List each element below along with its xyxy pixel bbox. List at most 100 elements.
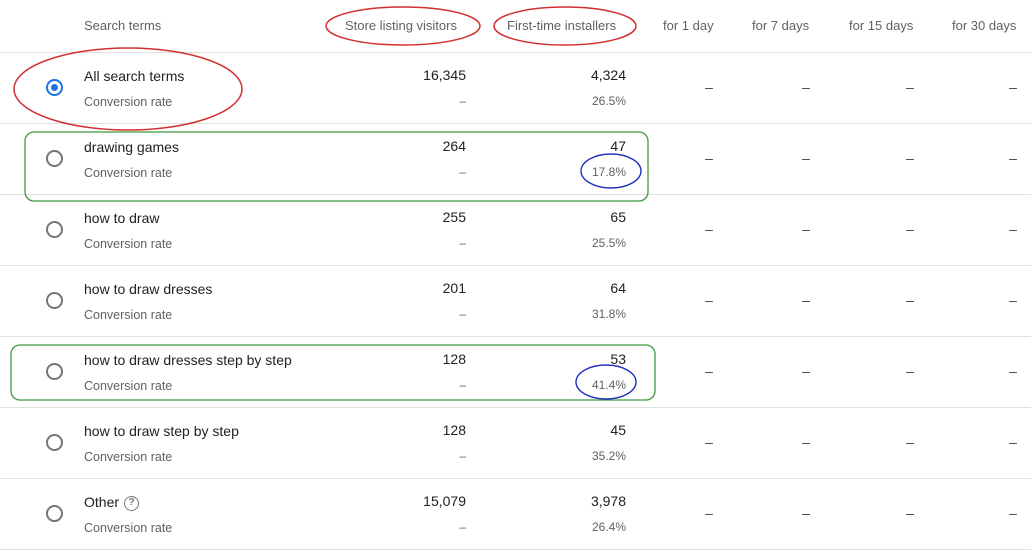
visitors-value: 128 xyxy=(442,422,466,438)
installers-value: 53 xyxy=(610,351,626,367)
table-row[interactable]: All search terms Conversion rate 16,345 … xyxy=(0,53,1031,124)
retention-7-days: – xyxy=(802,292,810,308)
search-term: how to draw step by step xyxy=(84,423,239,439)
retention-15-days: – xyxy=(906,150,914,166)
retention-15-days: – xyxy=(906,79,914,95)
retention-15-days: – xyxy=(906,434,914,450)
retention-15-days: – xyxy=(906,292,914,308)
visitors-sub-value: – xyxy=(459,520,466,534)
search-term: how to draw dresses xyxy=(84,281,212,297)
retention-1-day: – xyxy=(705,505,713,521)
retention-7-days: – xyxy=(802,150,810,166)
retention-7-days: – xyxy=(802,363,810,379)
retention-30-days: – xyxy=(1009,150,1017,166)
search-term-label: how to draw xyxy=(84,210,160,226)
header-search-terms[interactable]: Search terms xyxy=(84,18,162,33)
visitors-sub-value: – xyxy=(459,165,466,179)
conversion-rate-value: 25.5% xyxy=(591,236,626,250)
retention-1-day: – xyxy=(705,221,713,237)
conversion-rate-value: 26.5% xyxy=(591,94,626,108)
conversion-rate-value: 17.8% xyxy=(591,165,626,179)
search-term: All search terms xyxy=(84,68,184,84)
table-row[interactable]: how to draw step by step Conversion rate… xyxy=(0,408,1031,479)
visitors-sub-value: – xyxy=(459,449,466,463)
header-7-days[interactable]: for 7 days xyxy=(752,18,810,33)
row-radio-button[interactable] xyxy=(46,292,63,309)
visitors-value: 255 xyxy=(442,209,466,225)
visitors-value: 264 xyxy=(442,138,466,154)
row-radio-button[interactable] xyxy=(46,79,63,96)
retention-7-days: – xyxy=(802,434,810,450)
row-radio-button[interactable] xyxy=(46,434,63,451)
table-row[interactable]: drawing games Conversion rate 264 – 47 1… xyxy=(0,124,1031,195)
retention-7-days: – xyxy=(802,221,810,237)
header-1-day[interactable]: for 1 day xyxy=(663,18,714,33)
retention-30-days: – xyxy=(1009,505,1017,521)
conversion-rate-value: 31.8% xyxy=(591,307,626,321)
installers-value: 64 xyxy=(610,280,626,296)
header-30-days[interactable]: for 30 days xyxy=(952,18,1017,33)
search-term-label: All search terms xyxy=(84,68,185,84)
retention-30-days: – xyxy=(1009,221,1017,237)
visitors-sub-value: – xyxy=(459,236,466,250)
retention-1-day: – xyxy=(705,363,713,379)
search-term-label: drawing games xyxy=(84,139,179,155)
retention-15-days: – xyxy=(906,505,914,521)
table-row[interactable]: Other? Conversion rate 15,079 – 3,978 26… xyxy=(0,479,1031,550)
visitors-sub-value: – xyxy=(459,378,466,392)
table-row[interactable]: how to draw dresses step by step Convers… xyxy=(0,337,1031,408)
search-term: how to draw xyxy=(84,210,159,226)
row-radio-button[interactable] xyxy=(46,363,63,380)
visitors-value: 128 xyxy=(442,351,466,367)
installers-value: 45 xyxy=(610,422,626,438)
conversion-rate-label: Conversion rate xyxy=(84,166,173,180)
table-row[interactable]: how to draw dresses Conversion rate 201 … xyxy=(0,266,1031,337)
conversion-rate-label: Conversion rate xyxy=(84,95,173,109)
visitors-value: 15,079 xyxy=(423,493,466,509)
retention-30-days: – xyxy=(1009,292,1017,308)
retention-1-day: – xyxy=(705,434,713,450)
conversion-rate-label: Conversion rate xyxy=(84,521,173,535)
search-term-label: Other xyxy=(84,494,120,510)
header-first-time-installers[interactable]: First-time installers xyxy=(507,18,617,33)
row-radio-button[interactable] xyxy=(46,221,63,238)
visitors-sub-value: – xyxy=(459,94,466,108)
retention-1-day: – xyxy=(705,150,713,166)
header-store-listing-visitors[interactable]: Store listing visitors xyxy=(345,18,457,33)
retention-30-days: – xyxy=(1009,363,1017,379)
retention-1-day: – xyxy=(705,292,713,308)
conversion-rate-value: 35.2% xyxy=(591,449,626,463)
visitors-value: 16,345 xyxy=(423,67,466,83)
search-term-label: how to draw dresses step by step xyxy=(84,352,292,368)
installers-value: 65 xyxy=(610,209,626,225)
search-term: drawing games xyxy=(84,139,179,155)
row-radio-button[interactable] xyxy=(46,150,63,167)
visitors-sub-value: – xyxy=(459,307,466,321)
retention-7-days: – xyxy=(802,79,810,95)
installers-value: 47 xyxy=(610,138,626,154)
installers-value: 3,978 xyxy=(590,493,626,509)
conversion-rate-label: Conversion rate xyxy=(84,450,173,464)
conversion-rate-label: Conversion rate xyxy=(84,308,173,322)
retention-30-days: – xyxy=(1009,434,1017,450)
retention-15-days: – xyxy=(906,221,914,237)
conversion-rate-value: 26.4% xyxy=(591,520,626,534)
conversion-rate-label: Conversion rate xyxy=(84,379,173,393)
visitors-value: 201 xyxy=(442,280,466,296)
retention-1-day: – xyxy=(705,79,713,95)
search-term-label: how to draw step by step xyxy=(84,423,239,439)
header-15-days[interactable]: for 15 days xyxy=(849,18,914,33)
question-mark-circle-icon[interactable]: ? xyxy=(124,495,140,511)
table-row[interactable]: how to draw Conversion rate 255 – 65 25.… xyxy=(0,195,1031,266)
retention-15-days: – xyxy=(906,363,914,379)
retention-7-days: – xyxy=(802,505,810,521)
retention-30-days: – xyxy=(1009,79,1017,95)
installers-value: 4,324 xyxy=(590,67,626,83)
table-header: Search terms Store listing visitors Firs… xyxy=(0,0,1031,53)
conversion-rate-value: 41.4% xyxy=(591,378,626,392)
search-term: Other? xyxy=(84,494,140,511)
row-radio-button[interactable] xyxy=(46,505,63,522)
conversion-rate-label: Conversion rate xyxy=(84,237,173,251)
search-term-label: how to draw dresses xyxy=(84,281,213,297)
